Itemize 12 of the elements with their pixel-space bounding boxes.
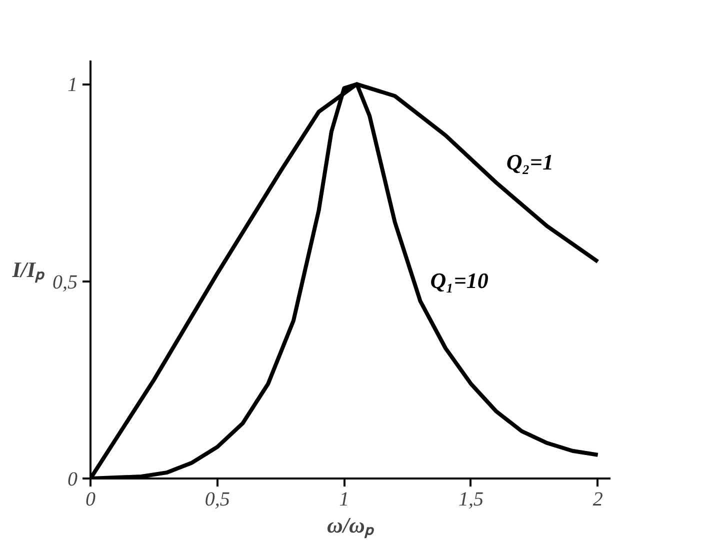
x-tick-label: 1,5 bbox=[458, 488, 484, 510]
y-tick-label: 0,5 bbox=[52, 271, 78, 294]
y-tick-label: 0 bbox=[68, 468, 78, 490]
y-tick-label: 1 bbox=[68, 74, 78, 96]
x-tick-label: 1 bbox=[339, 488, 350, 510]
x-tick-label: 0,5 bbox=[204, 488, 230, 510]
x-axis-title: ω/ωₚ bbox=[327, 512, 375, 538]
x-tick-label: 0 bbox=[86, 488, 96, 510]
series-label: Q₂=1 bbox=[506, 150, 554, 175]
x-tick-label: 2 bbox=[592, 488, 603, 510]
series-label: Q₁=10 bbox=[430, 268, 488, 294]
y-axis-title: I/Iₚ bbox=[11, 257, 46, 283]
